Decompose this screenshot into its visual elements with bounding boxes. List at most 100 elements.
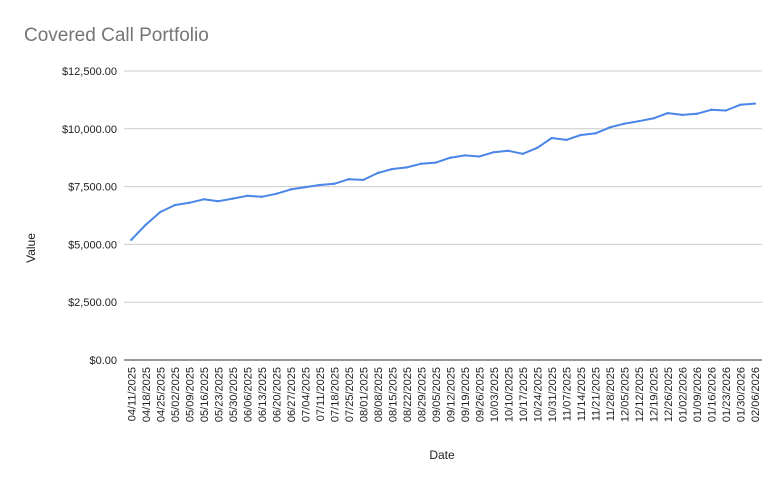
data-point xyxy=(391,167,394,171)
x-tick-label: 09/19/2025 xyxy=(460,367,472,422)
x-tick-label: 05/23/2025 xyxy=(213,367,225,422)
data-point xyxy=(275,192,278,195)
data-point xyxy=(652,117,655,120)
data-point xyxy=(347,178,350,181)
x-tick-label: 11/14/2025 xyxy=(576,367,588,421)
data-point xyxy=(449,156,452,159)
data-point xyxy=(521,152,524,155)
data-point xyxy=(217,199,220,203)
data-point xyxy=(289,188,292,191)
data-point xyxy=(753,102,756,105)
x-tick-label: 08/08/2025 xyxy=(373,367,385,422)
x-tick-label: 12/05/2025 xyxy=(619,367,631,422)
y-tick-label: $5,000.00 xyxy=(68,239,117,251)
x-tick-label: 06/27/2025 xyxy=(286,367,298,422)
x-tick-label: 05/16/2025 xyxy=(199,367,211,422)
x-tick-label: 09/05/2025 xyxy=(431,367,443,422)
data-point xyxy=(130,238,133,241)
data-point xyxy=(623,122,626,125)
x-tick-label: 10/10/2025 xyxy=(503,367,515,422)
data-point xyxy=(594,132,597,135)
data-point xyxy=(202,198,205,201)
x-tick-label: 01/23/2026 xyxy=(721,367,733,422)
data-point xyxy=(376,171,379,175)
y-tick-label: $2,500.00 xyxy=(68,297,117,309)
data-point xyxy=(318,183,321,187)
x-tick-label: 04/11/2025 xyxy=(126,367,138,421)
x-tick-label: 01/30/2026 xyxy=(735,367,747,422)
data-point xyxy=(666,111,669,115)
data-point xyxy=(492,150,495,154)
x-tick-label: 09/26/2025 xyxy=(474,367,486,422)
y-axis-title: Value xyxy=(24,233,38,263)
data-point xyxy=(333,182,336,186)
data-point xyxy=(579,133,582,137)
x-tick-label: 07/11/2025 xyxy=(315,367,327,421)
x-tick-label: 11/21/2025 xyxy=(590,367,602,421)
x-tick-label: 04/25/2025 xyxy=(155,367,167,422)
data-point xyxy=(550,136,553,140)
y-axis-ticks: $0.00 $2,500.00 $5,000.00 $7,500.00 $10,000.… xyxy=(62,66,117,367)
data-point xyxy=(420,162,423,165)
x-axis-title: Date xyxy=(429,448,455,462)
x-tick-label: 10/24/2025 xyxy=(532,367,544,422)
data-point xyxy=(434,161,437,164)
x-tick-label: 08/29/2025 xyxy=(416,367,428,422)
x-tick-label: 01/16/2026 xyxy=(706,367,718,422)
data-point xyxy=(478,155,481,158)
x-tick-label: 05/30/2025 xyxy=(228,367,240,422)
x-tick-label: 04/18/2025 xyxy=(141,367,153,422)
x-tick-label: 02/06/2026 xyxy=(750,367,762,422)
data-point xyxy=(724,109,727,112)
x-tick-label: 05/09/2025 xyxy=(184,367,196,422)
x-axis-ticks: 04/11/2025 04/18/2025 04/25/2025 05/02/2025… xyxy=(126,367,762,422)
data-point xyxy=(260,195,263,198)
data-point xyxy=(536,146,539,149)
data-point xyxy=(159,210,162,214)
x-tick-label: 07/04/2025 xyxy=(300,367,312,422)
x-tick-label: 12/26/2025 xyxy=(663,367,675,422)
x-tick-label: 11/28/2025 xyxy=(605,367,617,421)
x-tick-label: 10/03/2025 xyxy=(489,367,501,422)
x-tick-label: 05/02/2025 xyxy=(170,367,182,422)
x-tick-label: 10/17/2025 xyxy=(518,367,530,422)
x-tick-label: 07/25/2025 xyxy=(344,367,356,422)
x-tick-label: 08/15/2025 xyxy=(387,367,399,422)
x-tick-label: 07/18/2025 xyxy=(329,367,341,422)
y-tick-label: $0.00 xyxy=(89,355,117,367)
data-point xyxy=(637,119,640,123)
data-point xyxy=(188,201,191,204)
x-tick-label: 10/31/2025 xyxy=(547,367,559,422)
x-tick-label: 01/09/2026 xyxy=(692,367,704,422)
series-layer xyxy=(130,102,756,241)
data-point xyxy=(405,166,408,169)
x-tick-label: 08/22/2025 xyxy=(402,367,414,422)
y-tick-label: $7,500.00 xyxy=(68,182,117,194)
x-tick-label: 08/01/2025 xyxy=(358,367,370,422)
data-point xyxy=(739,103,742,106)
data-point xyxy=(246,194,249,198)
x-tick-label: 06/06/2025 xyxy=(242,367,254,422)
data-point xyxy=(565,138,568,142)
data-point xyxy=(231,197,234,200)
data-point xyxy=(710,108,713,112)
data-point xyxy=(695,112,698,115)
data-point xyxy=(681,113,684,117)
data-point xyxy=(362,178,365,182)
data-point xyxy=(463,154,466,157)
y-tick-label: $12,500.00 xyxy=(62,66,117,78)
gridlines xyxy=(124,70,762,361)
y-tick-label: $10,000.00 xyxy=(62,124,117,136)
data-point xyxy=(173,203,176,207)
x-tick-label: 11/07/2025 xyxy=(561,367,573,421)
series-line xyxy=(130,102,756,241)
x-tick-label: 06/13/2025 xyxy=(257,367,269,422)
chart-title: Covered Call Portfolio xyxy=(24,25,209,46)
data-point xyxy=(144,223,147,226)
x-tick-label: 09/12/2025 xyxy=(445,367,457,422)
x-tick-label: 12/12/2025 xyxy=(634,367,646,422)
x-tick-label: 06/20/2025 xyxy=(271,367,283,422)
data-point xyxy=(304,185,307,189)
data-point xyxy=(608,126,611,129)
